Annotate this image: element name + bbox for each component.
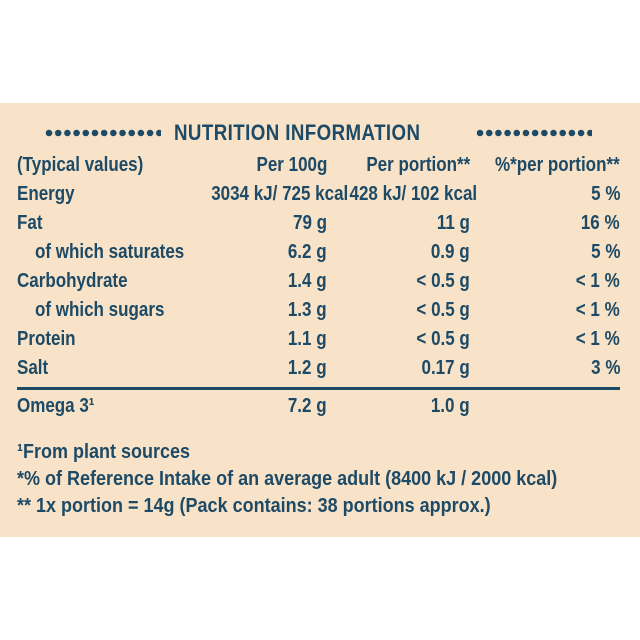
table-row-carbohydrate: Carbohydrate 1.4 g < 0.5 g < 1 % bbox=[17, 267, 620, 296]
header-per-portion: Per portion** bbox=[366, 154, 470, 176]
page-title: NUTRITION INFORMATION bbox=[173, 120, 420, 145]
nutrient-name: of which sugars bbox=[35, 299, 165, 321]
nutrient-name: Energy bbox=[17, 183, 75, 205]
value-pct-per-portion: 3 % bbox=[590, 357, 620, 379]
value-pct-per-portion: 16 % bbox=[581, 212, 620, 234]
value-pct-per-portion: 5 % bbox=[590, 183, 620, 205]
value-per-portion: 0.9 g bbox=[431, 241, 470, 263]
value-per-100g: 3034 kJ/ 725 kcal bbox=[211, 183, 349, 205]
value-per-100g: 1.2 g bbox=[288, 357, 327, 379]
header-per-100g: Per 100g bbox=[256, 154, 327, 176]
value-pct-per-portion: < 1 % bbox=[576, 270, 620, 292]
table-row-omega-3: Omega 3¹ 7.2 g 1.0 g bbox=[17, 392, 620, 421]
nutrient-name: Fat bbox=[17, 212, 43, 234]
value-per-100g: 1.1 g bbox=[288, 328, 327, 350]
footnote-plant-sources: ¹From plant sources bbox=[17, 441, 191, 463]
value-per-portion: 1.0 g bbox=[431, 395, 470, 417]
value-pct-per-portion: 5 % bbox=[590, 241, 620, 263]
title-row: NUTRITION INFORMATION bbox=[17, 120, 620, 145]
footnote-reference-intake: *% of Reference Intake of an average adu… bbox=[17, 468, 558, 490]
nutrient-name: Protein bbox=[17, 328, 76, 350]
value-per-100g: 6.2 g bbox=[288, 241, 327, 263]
nutrient-name: Carbohydrate bbox=[17, 270, 128, 292]
footnote-portion-size: ** 1x portion = 14g (Pack contains: 38 p… bbox=[17, 495, 491, 517]
value-per-100g: 1.3 g bbox=[288, 299, 327, 321]
nutrient-name: Omega 3¹ bbox=[17, 395, 95, 417]
dotted-leader-left bbox=[44, 129, 161, 137]
value-per-100g: 7.2 g bbox=[288, 395, 327, 417]
omega-section-divider: Omega 3¹ 7.2 g 1.0 g bbox=[17, 387, 620, 421]
value-per-portion: < 0.5 g bbox=[416, 328, 470, 350]
table-header-row: (Typical values) Per 100g Per portion** … bbox=[17, 151, 620, 180]
value-per-100g: 79 g bbox=[292, 212, 327, 234]
table-row-energy: Energy 3034 kJ/ 725 kcal 428 kJ/ 102 kca… bbox=[17, 180, 620, 209]
value-per-portion: 11 g bbox=[436, 212, 470, 234]
value-per-portion: < 0.5 g bbox=[416, 299, 470, 321]
table-row-saturates: of which saturates 6.2 g 0.9 g 5 % bbox=[17, 238, 620, 267]
value-per-portion: 0.17 g bbox=[421, 357, 470, 379]
value-pct-per-portion: < 1 % bbox=[576, 328, 620, 350]
nutrition-label-panel: NUTRITION INFORMATION (Typical values) P… bbox=[0, 103, 640, 537]
value-per-portion: < 0.5 g bbox=[416, 270, 470, 292]
value-per-portion: 428 kJ/ 102 kcal bbox=[349, 183, 478, 205]
table-row-salt: Salt 1.2 g 0.17 g 3 % bbox=[17, 354, 620, 383]
nutrient-name: Salt bbox=[17, 357, 49, 379]
value-pct-per-portion: < 1 % bbox=[576, 299, 620, 321]
dotted-leader-right bbox=[476, 129, 593, 137]
value-pct-per-portion bbox=[470, 395, 620, 418]
header-typical-values: (Typical values) bbox=[17, 154, 144, 176]
table-row-fat: Fat 79 g 11 g 16 % bbox=[17, 209, 620, 238]
table-row-protein: Protein 1.1 g < 0.5 g < 1 % bbox=[17, 325, 620, 354]
nutrient-name: of which saturates bbox=[35, 241, 185, 263]
value-per-100g: 1.4 g bbox=[288, 270, 327, 292]
table-row-sugars: of which sugars 1.3 g < 0.5 g < 1 % bbox=[17, 296, 620, 325]
footnotes: ¹From plant sources *% of Reference Inta… bbox=[17, 439, 620, 520]
header-pct-per-portion: %*per portion** bbox=[495, 154, 620, 176]
